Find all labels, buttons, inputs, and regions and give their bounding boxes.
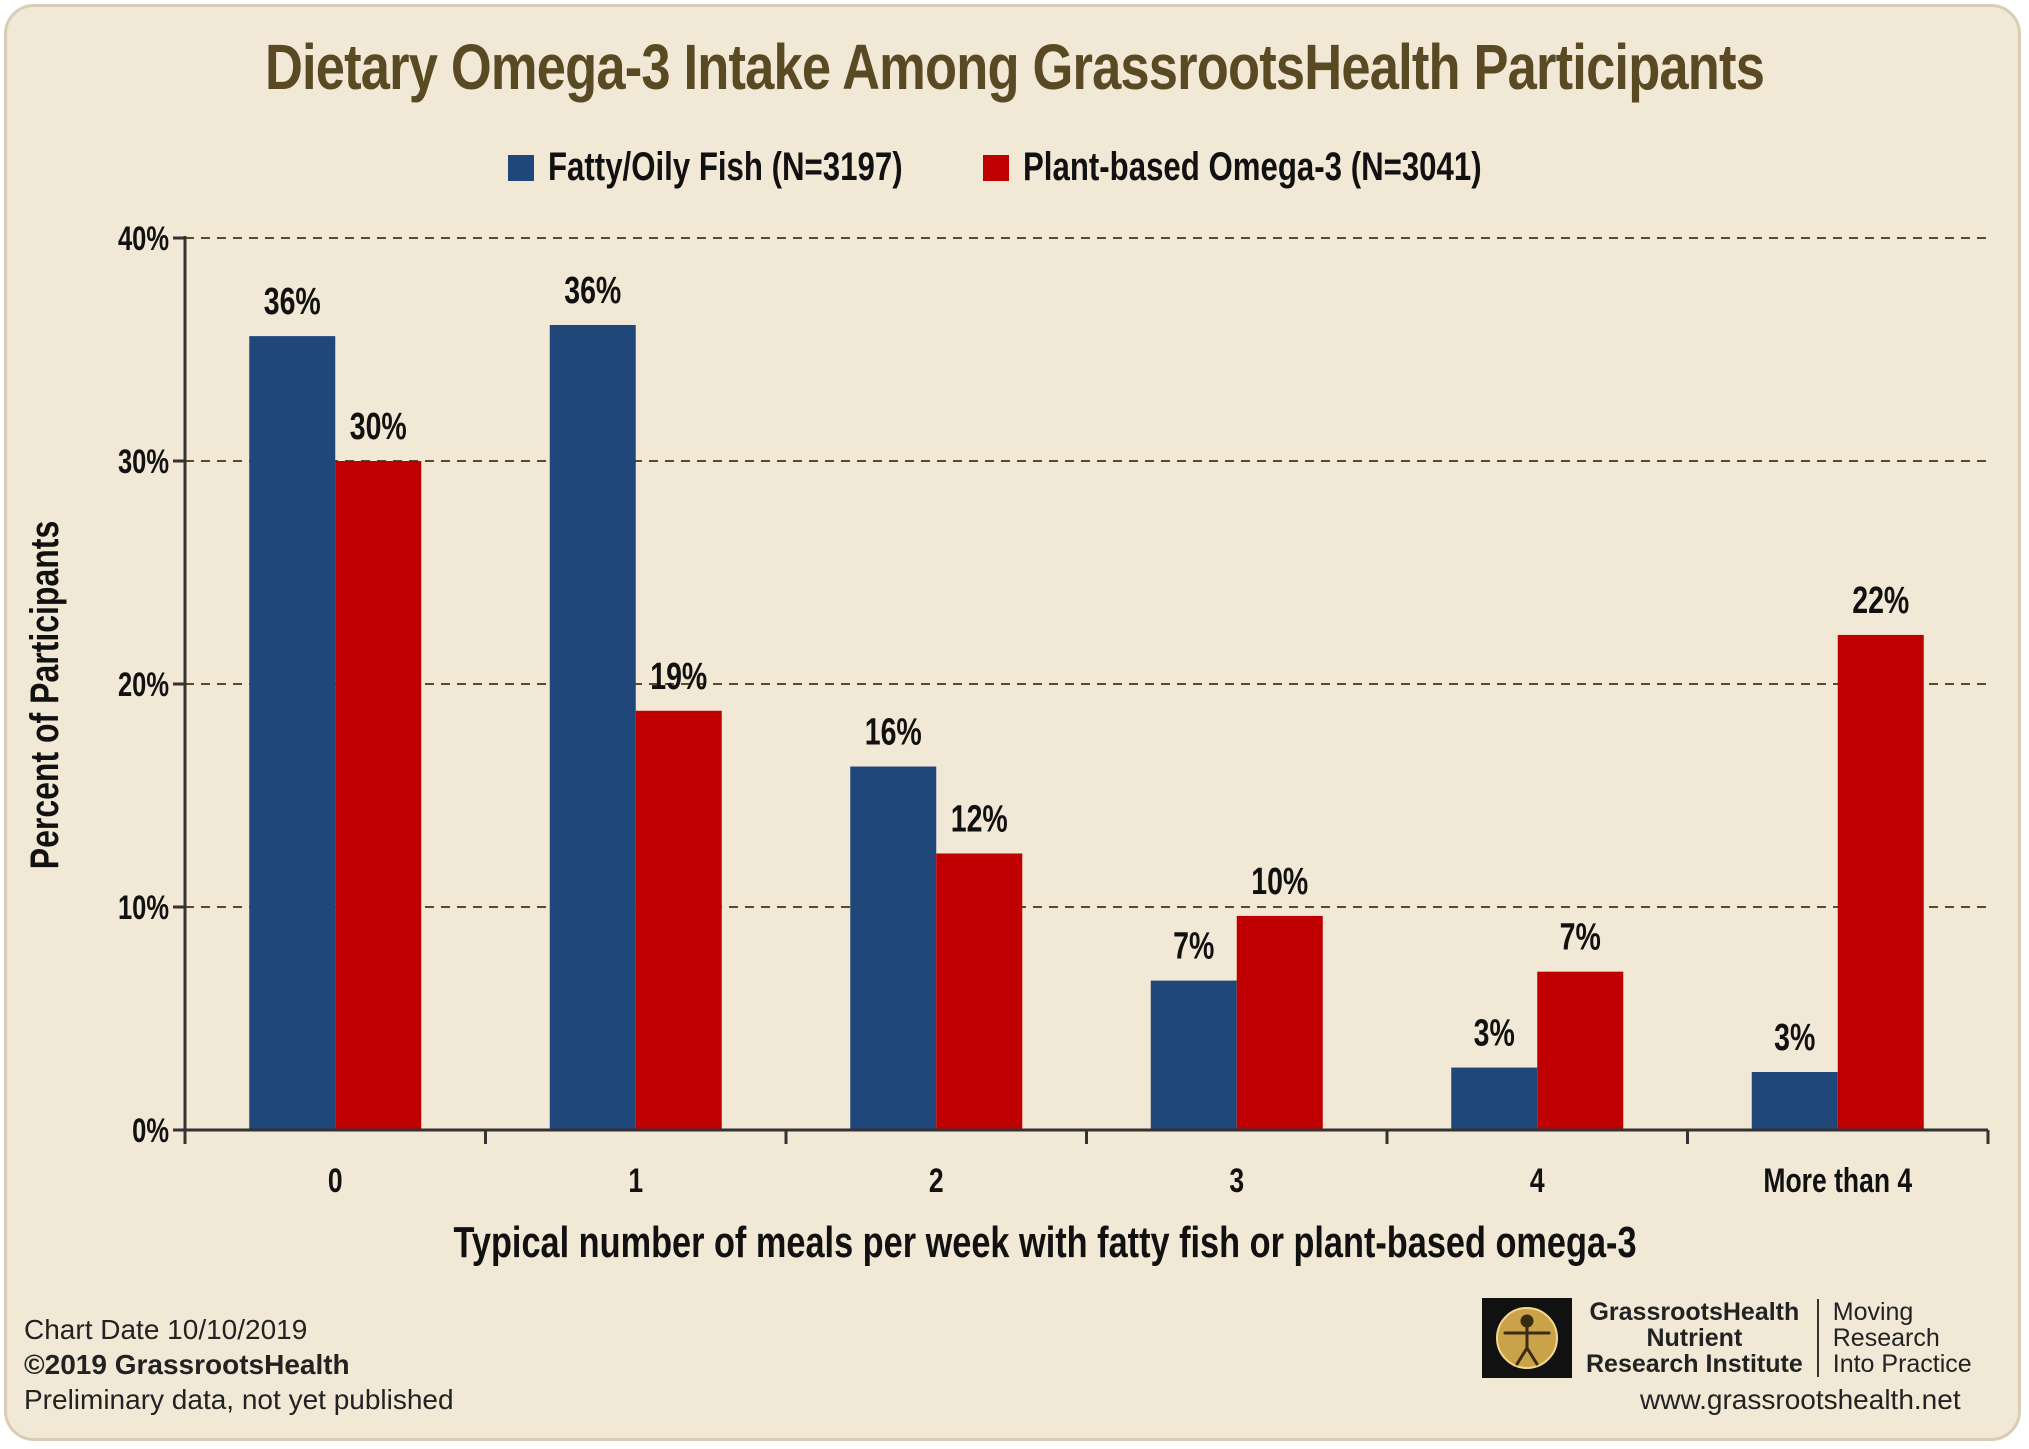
chart-frame xyxy=(4,4,2021,1441)
legend-swatch-plant xyxy=(982,154,1009,181)
org-line-2: Nutrient xyxy=(1646,1324,1743,1352)
logo-divider xyxy=(1816,1299,1819,1377)
organization-name: GrassrootsHealth Nutrient Research Insti… xyxy=(1586,1299,1803,1377)
website-link[interactable]: www.grassrootshealth.net xyxy=(1640,1384,1961,1415)
tagline: Moving Research Into Practice xyxy=(1833,1299,1972,1377)
chart-title: Dietary Omega-3 Intake Among GrassrootsH… xyxy=(264,31,1765,103)
legend-label-fish: Fatty/Oily Fish (N=3197) xyxy=(548,145,903,189)
footer-notes: Chart Date 10/10/2019 ©2019 GrassrootsHe… xyxy=(24,1312,454,1417)
tagline-line-2: Research xyxy=(1832,1324,1940,1352)
legend-swatch-fish xyxy=(508,154,535,181)
tagline-line-3: Into Practice xyxy=(1832,1350,1972,1378)
legend-label-plant: Plant-based Omega-3 (N=3041) xyxy=(1022,145,1482,189)
copyright: ©2019 GrassrootsHealth xyxy=(24,1349,350,1380)
organization-logo: GrassrootsHealth Nutrient Research Insti… xyxy=(1482,1298,1972,1378)
preliminary-note: Preliminary data, not yet published xyxy=(24,1384,454,1415)
legend-item-plant: Plant-based Omega-3 (N=3041) xyxy=(982,145,1521,190)
legend-item-fish: Fatty/Oily Fish (N=3197) xyxy=(508,145,913,190)
legend: Fatty/Oily Fish (N=3197) Plant-based Ome… xyxy=(0,145,2029,190)
org-line-3: Research Institute xyxy=(1586,1350,1803,1378)
vitruvian-logo-icon xyxy=(1482,1298,1572,1378)
org-line-1: GrassrootsHealth xyxy=(1589,1298,1800,1326)
tagline-line-1: Moving xyxy=(1832,1298,1914,1326)
chart-date: Chart Date 10/10/2019 xyxy=(24,1314,308,1345)
